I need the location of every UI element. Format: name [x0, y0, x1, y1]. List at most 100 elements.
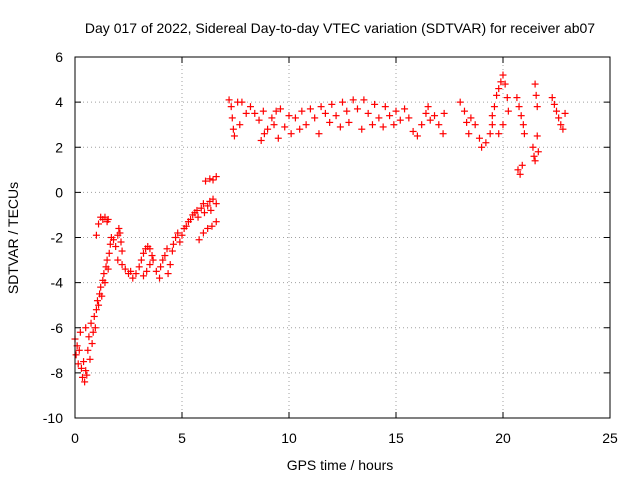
data-point — [533, 132, 541, 140]
data-point — [306, 105, 314, 113]
data-point — [174, 229, 182, 237]
data-point — [83, 371, 91, 379]
data-point — [555, 114, 563, 122]
data-point — [187, 215, 195, 223]
data-point — [209, 176, 217, 184]
data-point — [513, 94, 521, 102]
data-point — [166, 261, 174, 269]
data-point — [81, 378, 89, 386]
data-point — [199, 229, 207, 237]
data-point — [531, 80, 539, 88]
data-point — [135, 263, 143, 271]
data-point — [287, 130, 295, 138]
data-point — [431, 112, 439, 120]
data-point — [503, 94, 511, 102]
y-axis-label: SDTVAR / TECUs — [5, 182, 21, 294]
data-point — [88, 340, 96, 348]
data-point — [92, 231, 100, 239]
data-point — [368, 121, 376, 129]
data-point — [379, 123, 387, 131]
data-point — [358, 125, 366, 133]
data-point — [212, 200, 220, 208]
data-point — [98, 292, 106, 300]
data-point — [85, 333, 93, 341]
data-point — [121, 265, 129, 273]
axis-ticks — [74, 56, 611, 419]
data-point — [163, 245, 171, 253]
data-point — [259, 107, 267, 115]
data-point — [336, 123, 344, 131]
data-point — [97, 283, 105, 291]
data-point — [460, 107, 468, 115]
data-point — [100, 270, 108, 278]
data-point — [298, 107, 306, 115]
data-point — [550, 100, 558, 108]
data-point — [197, 204, 205, 212]
data-point — [146, 245, 154, 253]
data-point — [422, 109, 430, 117]
data-point — [270, 121, 278, 129]
data-point — [339, 98, 346, 106]
data-point — [559, 125, 567, 133]
data-point — [532, 91, 540, 99]
data-point — [212, 218, 220, 226]
data-point — [157, 263, 165, 271]
data-point — [534, 148, 542, 156]
data-point — [345, 118, 353, 126]
data-point — [75, 346, 83, 354]
data-point — [101, 279, 109, 287]
data-point — [375, 114, 383, 122]
data-point — [156, 274, 164, 282]
y-tick-label: 6 — [55, 49, 63, 65]
data-point — [115, 224, 123, 232]
data-point — [504, 107, 512, 115]
x-tick-label: 25 — [602, 430, 618, 446]
data-point — [149, 256, 157, 264]
data-point — [204, 202, 212, 210]
y-tick-labels: -10 -8 -6 -4 -2 0 2 4 6 — [43, 49, 63, 426]
data-point — [137, 256, 145, 264]
data-point — [440, 109, 448, 117]
data-point — [127, 267, 135, 275]
data-point — [87, 319, 95, 327]
x-axis-label: GPS time / hours — [287, 457, 394, 473]
data-point — [439, 130, 447, 138]
data-point — [90, 312, 98, 320]
data-point — [251, 109, 259, 117]
chart-title: Day 017 of 2022, Sidereal Day-to-day VTE… — [85, 20, 595, 36]
y-tick-label: -4 — [51, 275, 64, 291]
data-point — [553, 107, 560, 115]
data-point — [169, 240, 177, 248]
data-point — [478, 143, 486, 151]
data-point — [207, 206, 215, 214]
data-point — [246, 103, 254, 111]
data-point — [499, 71, 507, 79]
data-point — [519, 121, 527, 129]
data-point — [76, 328, 84, 336]
data-point — [471, 121, 479, 129]
data-points — [71, 71, 569, 386]
data-point — [178, 231, 186, 239]
data-point — [401, 105, 409, 113]
y-tick-label: 4 — [55, 94, 63, 110]
data-point — [225, 96, 233, 104]
data-point — [353, 105, 361, 113]
data-point — [311, 114, 319, 122]
data-point — [89, 328, 97, 336]
x-tick-label: 0 — [71, 430, 79, 446]
data-point — [129, 274, 137, 282]
data-point — [515, 103, 523, 111]
data-point — [172, 234, 180, 241]
data-point — [236, 121, 244, 129]
data-point — [285, 112, 293, 120]
data-point — [493, 91, 501, 99]
data-point — [435, 121, 443, 129]
data-point — [501, 80, 509, 88]
data-point — [360, 96, 368, 104]
data-point — [495, 130, 503, 138]
data-point — [206, 175, 214, 183]
data-point — [392, 107, 400, 115]
data-point — [106, 240, 114, 248]
data-point — [268, 114, 276, 122]
data-point — [276, 105, 284, 113]
